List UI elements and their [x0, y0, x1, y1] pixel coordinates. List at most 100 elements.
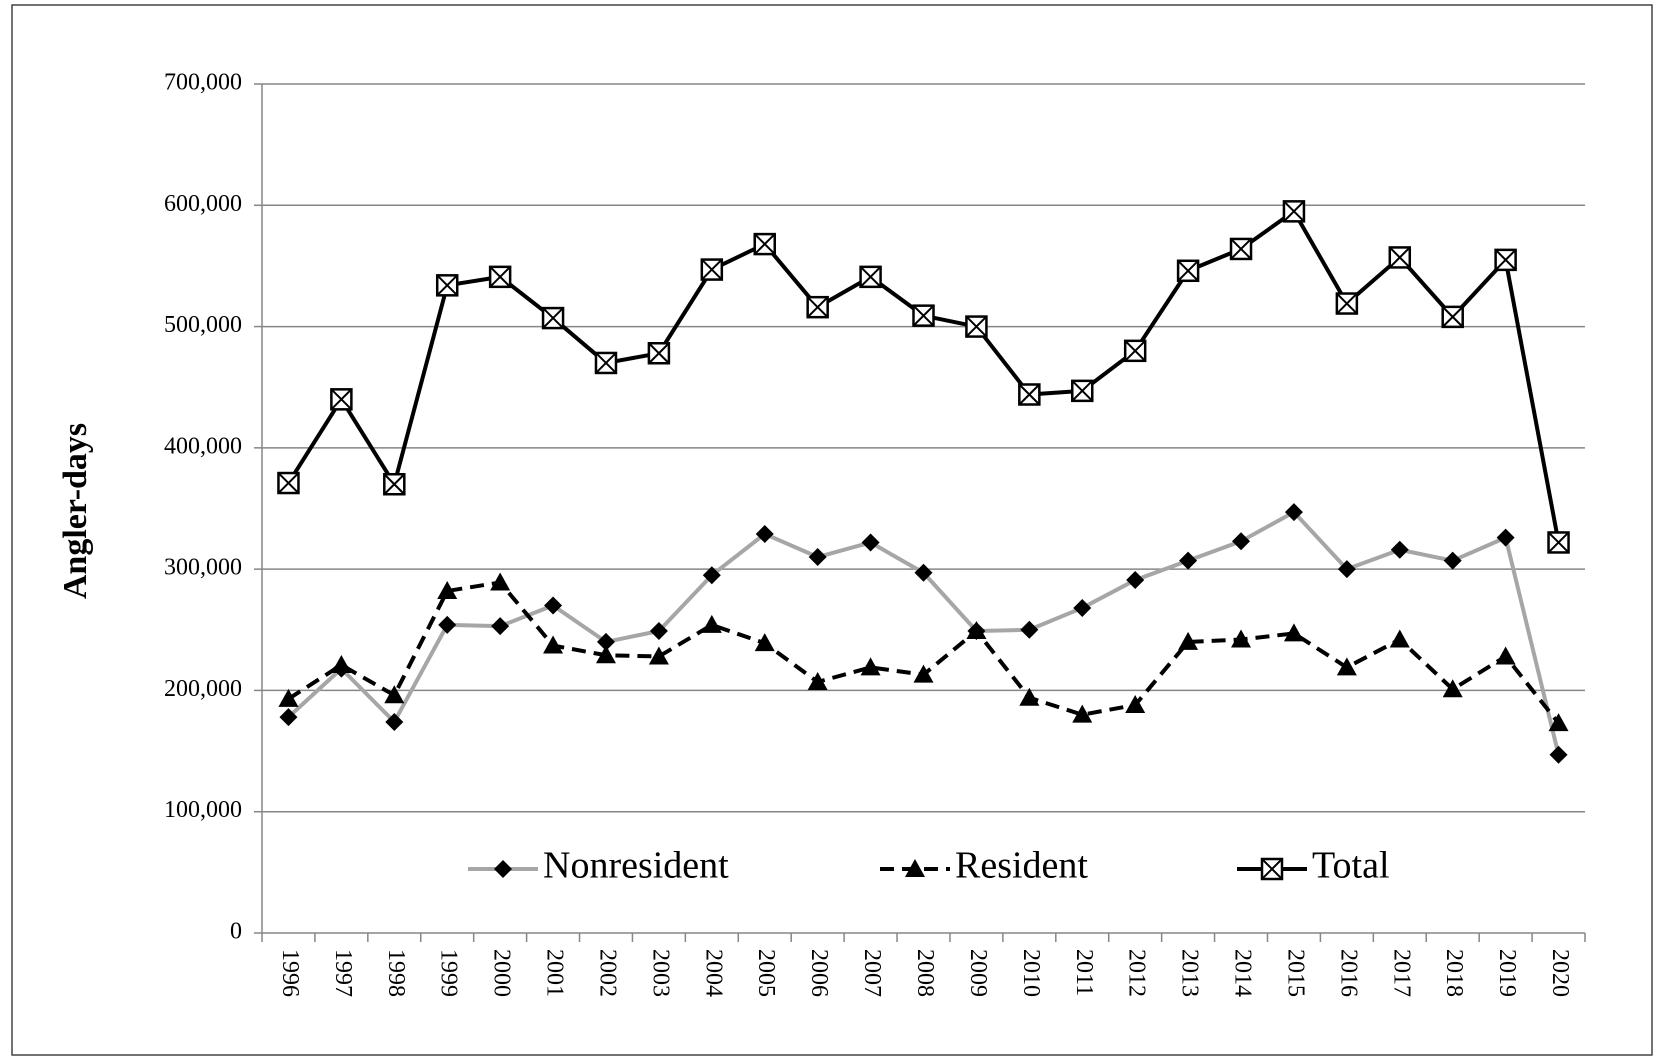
- marker: [1072, 704, 1093, 723]
- marker: [859, 265, 882, 289]
- marker: [594, 351, 618, 375]
- marker-x: [859, 266, 882, 288]
- marker: [596, 632, 615, 651]
- marker: [1335, 292, 1359, 315]
- marker: [1283, 623, 1304, 642]
- marker: [1073, 598, 1092, 617]
- y-tick-label: 200,000: [164, 676, 242, 702]
- marker: [807, 671, 828, 690]
- marker: [701, 614, 722, 633]
- marker: [1548, 713, 1569, 732]
- legend-label: Resident: [955, 845, 1088, 887]
- marker-x: [1261, 858, 1283, 880]
- marker-x: [1283, 200, 1305, 223]
- marker: [1071, 379, 1094, 403]
- marker: [1284, 503, 1303, 522]
- x-tick-label: 2017: [1388, 949, 1414, 997]
- marker: [965, 315, 988, 338]
- x-tick-label: 2020: [1547, 949, 1573, 997]
- marker: [384, 685, 405, 704]
- y-tick-label: 400,000: [164, 433, 242, 459]
- marker: [912, 304, 935, 327]
- x-tick-label: 2014: [1230, 949, 1256, 997]
- y-tick-label: 700,000: [164, 70, 242, 96]
- marker-x: [436, 274, 458, 297]
- x-tick-label: 2005: [753, 949, 779, 997]
- marker: [383, 472, 406, 496]
- x-tick-label: 2004: [700, 949, 726, 997]
- marker-x: [330, 388, 353, 411]
- marker: [1018, 383, 1041, 406]
- marker: [1125, 694, 1146, 713]
- marker: [1442, 679, 1463, 698]
- marker: [1547, 531, 1570, 554]
- x-tick-label: 2010: [1018, 949, 1044, 997]
- x-tick-label: 2001: [542, 949, 568, 997]
- x-tick-label: 2015: [1282, 949, 1308, 997]
- marker: [278, 688, 299, 707]
- marker: [490, 572, 511, 591]
- x-tick-label: 2019: [1494, 949, 1520, 997]
- marker-x: [701, 258, 723, 281]
- x-tick-label: 2011: [1071, 949, 1097, 996]
- marker: [385, 712, 404, 731]
- marker: [1020, 620, 1039, 639]
- x-tick-label: 2013: [1177, 949, 1203, 997]
- marker-x: [277, 472, 300, 494]
- marker: [755, 524, 774, 543]
- marker: [700, 258, 724, 281]
- marker-x: [912, 304, 935, 327]
- marker-x: [1336, 292, 1358, 315]
- x-tick-label: 1998: [383, 949, 409, 997]
- marker: [595, 645, 616, 664]
- marker: [1443, 551, 1462, 570]
- marker: [1126, 571, 1145, 590]
- marker: [541, 306, 565, 330]
- y-tick-label: 500,000: [164, 312, 242, 338]
- x-tick-label: 2009: [965, 949, 991, 997]
- marker: [808, 548, 827, 567]
- marker-x: [1547, 531, 1570, 554]
- marker: [1231, 629, 1252, 648]
- x-tick-label: 2002: [594, 949, 620, 997]
- marker: [488, 265, 512, 289]
- y-tick-label: 0: [230, 919, 242, 945]
- marker: [754, 633, 775, 652]
- marker: [649, 621, 668, 640]
- marker: [1232, 532, 1251, 551]
- y-tick-label: 600,000: [164, 191, 242, 217]
- marker: [1179, 551, 1198, 570]
- marker-x: [1124, 340, 1146, 362]
- marker: [702, 566, 721, 585]
- marker: [1388, 246, 1412, 269]
- marker: [1337, 560, 1356, 579]
- marker: [491, 617, 510, 636]
- marker-x: [806, 296, 829, 318]
- x-tick-label: 2012: [1124, 949, 1150, 997]
- marker-x: [754, 233, 776, 255]
- x-tick-label: 2018: [1441, 949, 1467, 997]
- marker: [648, 646, 669, 665]
- marker: [1336, 657, 1357, 676]
- marker: [1260, 857, 1284, 881]
- x-tick-label: 1997: [330, 949, 356, 997]
- marker: [1494, 248, 1517, 272]
- marker: [806, 295, 829, 319]
- marker: [544, 596, 563, 615]
- x-tick-label: 2008: [912, 949, 938, 997]
- marker: [1229, 237, 1253, 261]
- marker: [1176, 259, 1200, 283]
- marker: [966, 620, 987, 639]
- x-tick-label: 2003: [647, 949, 673, 997]
- marker: [913, 664, 934, 683]
- marker: [1441, 305, 1464, 329]
- marker-x: [1441, 306, 1464, 328]
- legend-label: Total: [1312, 845, 1390, 887]
- marker-x: [595, 352, 617, 374]
- marker: [331, 654, 352, 673]
- marker-x: [1071, 380, 1093, 402]
- marker: [1549, 745, 1568, 764]
- marker-x: [383, 473, 406, 495]
- x-tick-label: 2007: [859, 949, 885, 997]
